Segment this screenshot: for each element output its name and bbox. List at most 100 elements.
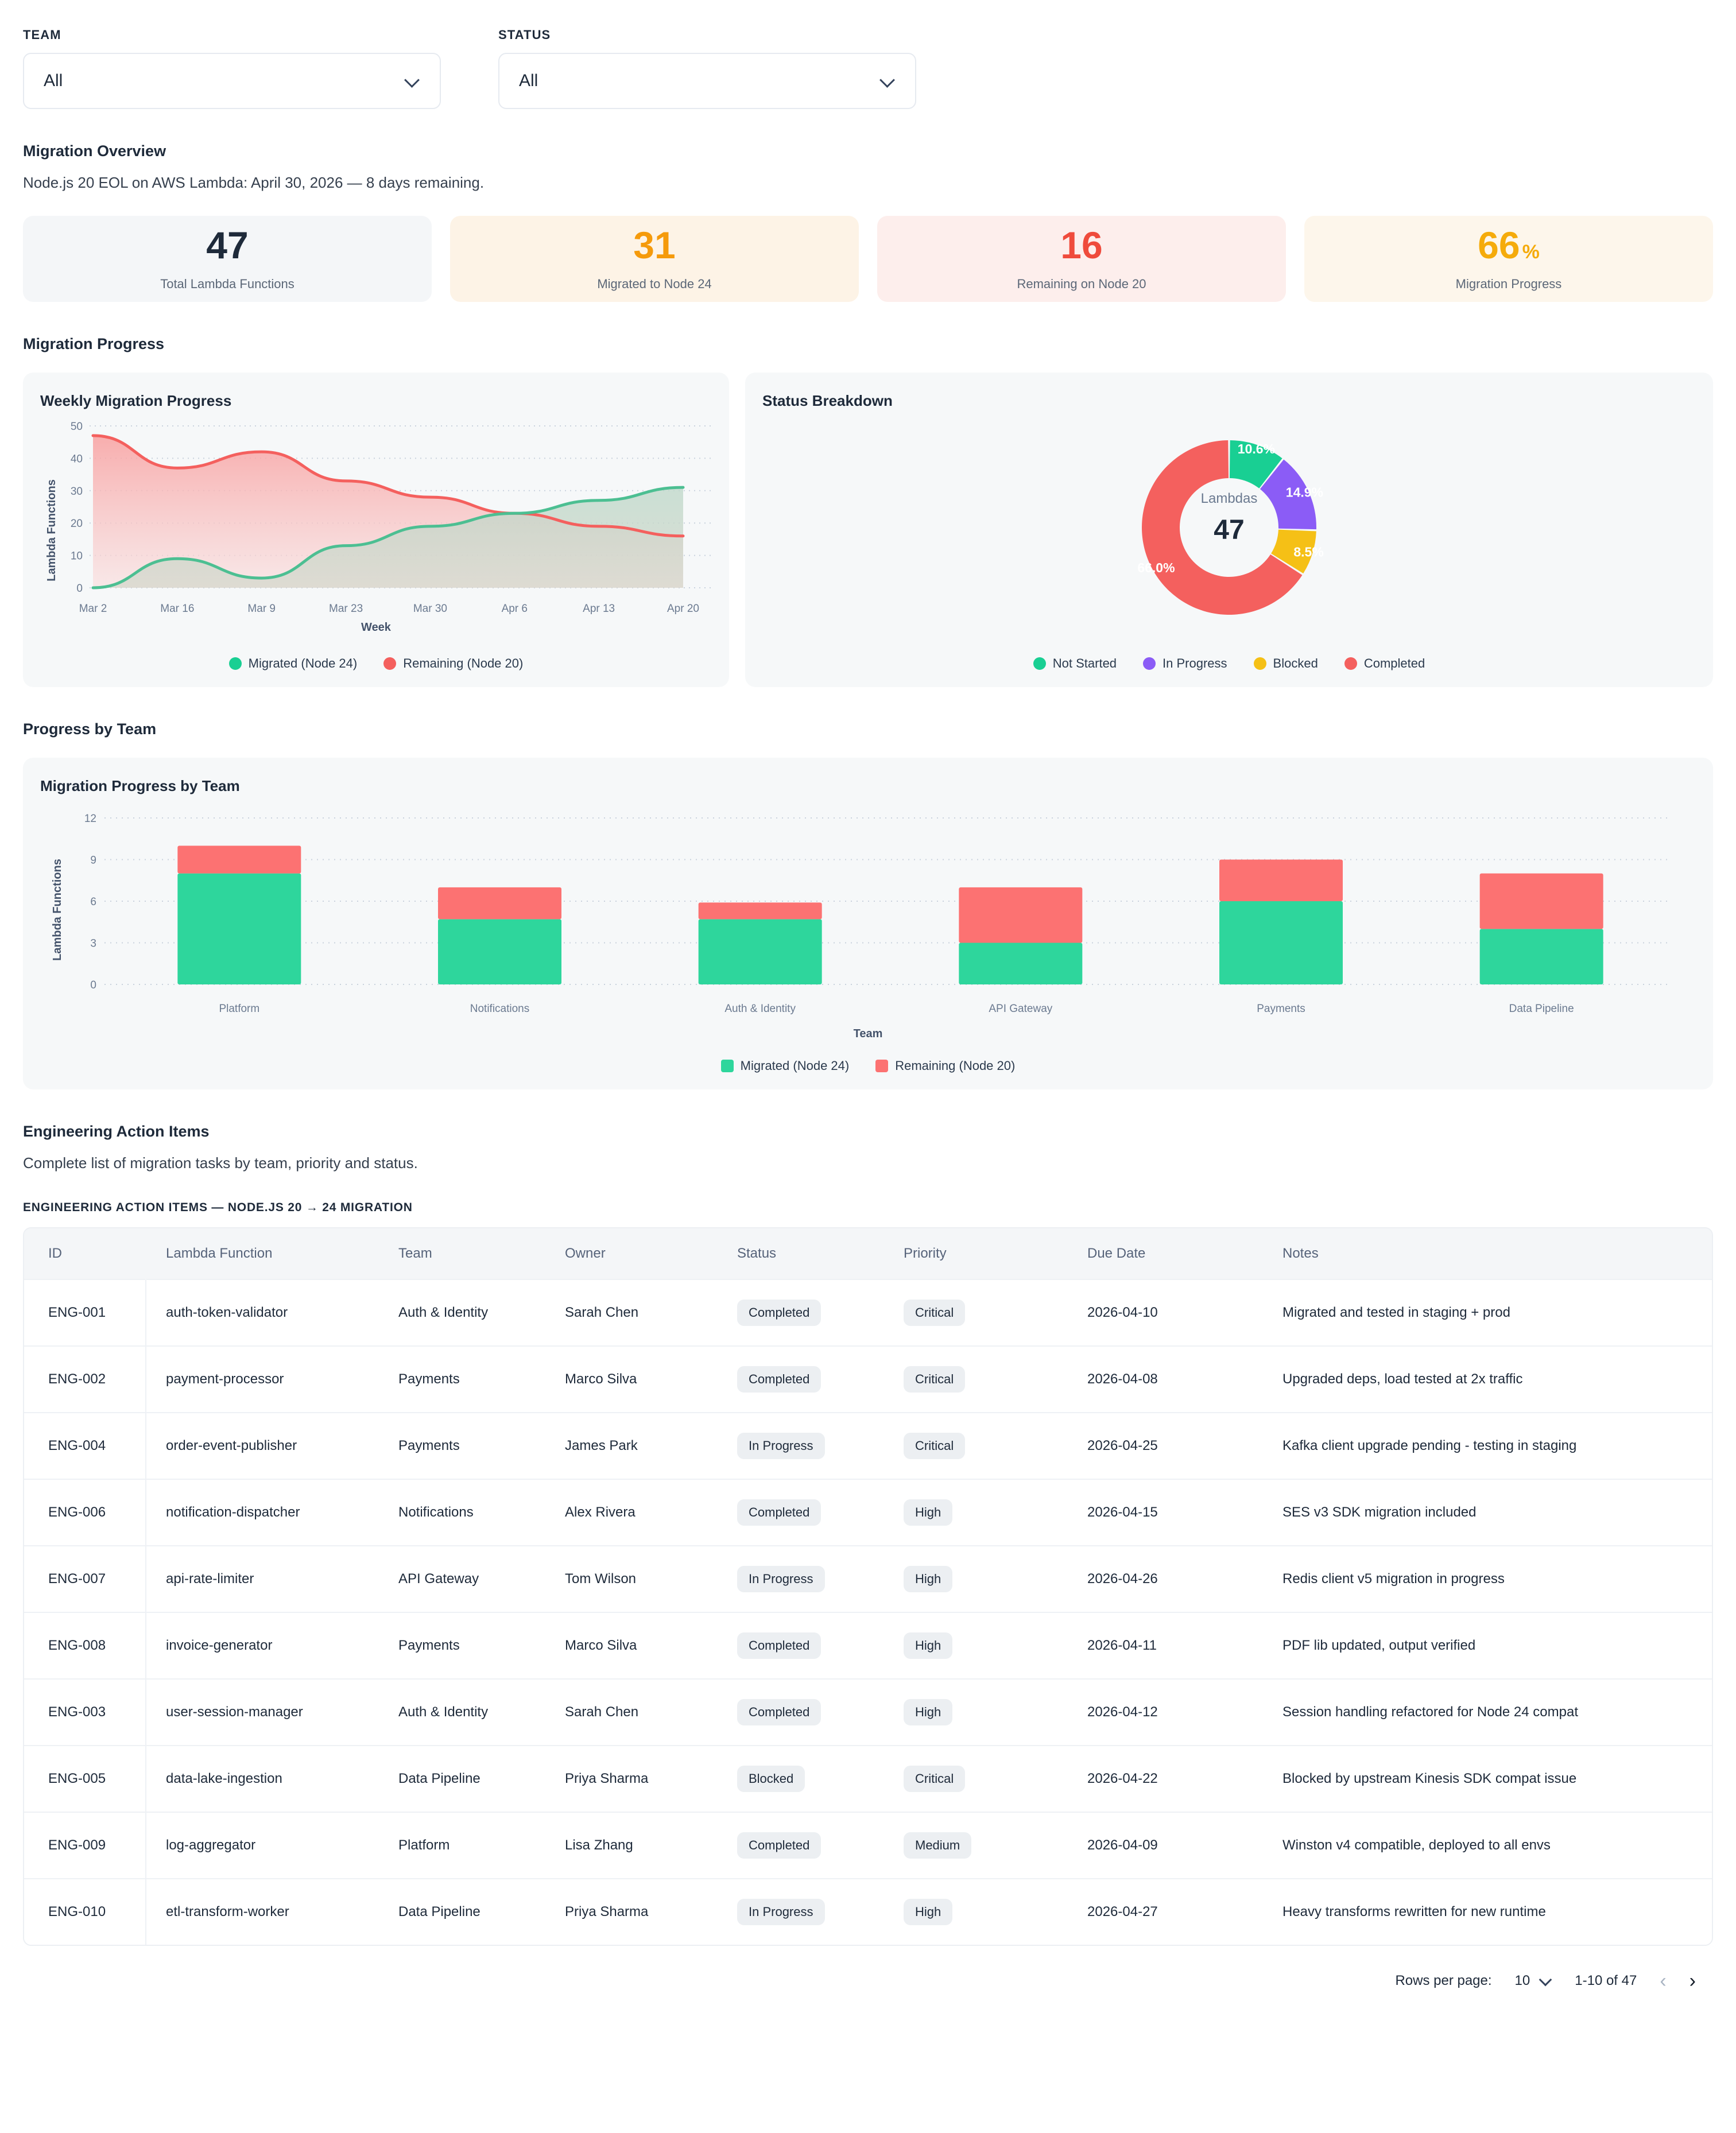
legend-swatch-icon bbox=[383, 657, 397, 670]
column-header-status[interactable]: Status bbox=[737, 1246, 777, 1261]
chevron-down-icon bbox=[1540, 1975, 1552, 1987]
status-badge: Completed bbox=[737, 1499, 822, 1526]
row-cell-team: Data Pipeline bbox=[398, 1745, 565, 1812]
row-cell-id: ENG-007 bbox=[24, 1545, 146, 1612]
chevron-left-icon[interactable]: ‹ bbox=[1660, 1970, 1667, 1992]
row-cell-lambda-function: log-aggregator bbox=[146, 1812, 398, 1879]
legend-item-remaining[interactable]: Remaining (Node 20) bbox=[875, 1058, 1015, 1073]
row-cell-due-date: 2026-04-15 bbox=[1087, 1479, 1282, 1546]
legend-item-blocked[interactable]: Blocked bbox=[1253, 656, 1318, 671]
svg-text:0: 0 bbox=[76, 583, 83, 595]
row-cell-team: Data Pipeline bbox=[398, 1878, 565, 1945]
row-cell-lambda-function: payment-processor bbox=[146, 1345, 398, 1413]
row-cell-priority: High bbox=[904, 1678, 1087, 1746]
row-cell-due-date: 2026-04-27 bbox=[1087, 1878, 1282, 1945]
svg-text:3: 3 bbox=[90, 938, 96, 950]
row-cell-lambda-function: api-rate-limiter bbox=[146, 1545, 398, 1612]
row-cell-lambda-function: invoice-generator bbox=[146, 1612, 398, 1679]
row-cell-status: Completed bbox=[737, 1279, 904, 1346]
column-header-lambda-function[interactable]: Lambda Function bbox=[166, 1246, 273, 1261]
row-cell-owner: Sarah Chen bbox=[565, 1678, 737, 1746]
svg-text:14.9%: 14.9% bbox=[1286, 485, 1323, 500]
table-row[interactable]: ENG-001 auth-token-validator Auth & Identi… bbox=[24, 1279, 1712, 1346]
legend-item-migrated[interactable]: Migrated (Node 24) bbox=[720, 1058, 849, 1073]
row-cell-team: Platform bbox=[398, 1812, 565, 1879]
table-row[interactable]: ENG-008 invoice-generator Payments Marco Si… bbox=[24, 1612, 1712, 1679]
row-cell-lambda-function: auth-token-validator bbox=[146, 1279, 398, 1346]
team-filter-select[interactable]: All bbox=[23, 53, 441, 109]
row-cell-id: ENG-006 bbox=[24, 1479, 146, 1546]
legend-label: Blocked bbox=[1273, 656, 1318, 670]
column-header-team[interactable]: Team bbox=[398, 1246, 432, 1261]
table-row[interactable]: ENG-009 log-aggregator Platform Lisa Zhang C… bbox=[24, 1812, 1712, 1879]
row-cell-team: Payments bbox=[398, 1612, 565, 1679]
column-header-priority[interactable]: Priority bbox=[904, 1246, 947, 1261]
column-header-owner[interactable]: Owner bbox=[565, 1246, 606, 1261]
rows-per-page-select[interactable]: 10 bbox=[1515, 1973, 1552, 1989]
status-breakdown-donut-chart: 10.6% 14.9% 8.5% 66.0% Lambdas 47 bbox=[1137, 440, 1324, 615]
legend-item-completed[interactable]: Completed bbox=[1344, 656, 1425, 671]
status-badge: Completed bbox=[737, 1832, 822, 1859]
table-row[interactable]: ENG-006 notification-dispatcher Notificati… bbox=[24, 1479, 1712, 1546]
legend-swatch-icon bbox=[228, 657, 242, 670]
table-row[interactable]: ENG-004 order-event-publisher Payments Jame… bbox=[24, 1412, 1712, 1479]
progress-by-team-heading: Progress by Team bbox=[23, 720, 157, 738]
svg-text:Data Pipeline: Data Pipeline bbox=[1509, 1003, 1574, 1015]
table-row[interactable]: ENG-010 etl-transform-worker Data Pipeline… bbox=[24, 1878, 1712, 1945]
legend-item-in-progress[interactable]: In Progress bbox=[1143, 656, 1227, 671]
row-cell-due-date: 2026-04-26 bbox=[1087, 1545, 1282, 1612]
priority-badge: High bbox=[904, 1499, 953, 1526]
svg-text:Mar 9: Mar 9 bbox=[247, 603, 276, 615]
column-header-id[interactable]: ID bbox=[24, 1228, 146, 1279]
chevron-down-icon bbox=[405, 73, 420, 88]
kpi-value: 47 bbox=[206, 224, 249, 266]
weekly-chart-legend: Migrated (Node 24) Remaining (Node 20) bbox=[40, 656, 712, 671]
status-badge: Blocked bbox=[737, 1766, 805, 1792]
row-cell-id: ENG-008 bbox=[24, 1612, 146, 1679]
rows-per-page-label: Rows per page: bbox=[1395, 1973, 1492, 1988]
status-badge: In Progress bbox=[737, 1566, 825, 1592]
column-header-notes[interactable]: Notes bbox=[1282, 1246, 1319, 1261]
team-chart-xlabel: Team bbox=[854, 1027, 883, 1040]
row-cell-priority: High bbox=[904, 1612, 1087, 1679]
svg-text:10.6%: 10.6% bbox=[1238, 441, 1275, 456]
team-chart-title: Migration Progress by Team bbox=[40, 777, 240, 794]
weekly-chart-title: Weekly Migration Progress bbox=[40, 392, 232, 409]
table-row[interactable]: ENG-002 payment-processor Payments Marco Si… bbox=[24, 1345, 1712, 1413]
legend-item-migrated[interactable]: Migrated (Node 24) bbox=[228, 656, 357, 671]
row-cell-notes: Heavy transforms rewritten for new runti… bbox=[1282, 1878, 1712, 1945]
row-cell-owner: James Park bbox=[565, 1412, 737, 1479]
status-filter-select[interactable]: All bbox=[498, 53, 916, 109]
row-cell-due-date: 2026-04-25 bbox=[1087, 1412, 1282, 1479]
status-badge: Completed bbox=[737, 1632, 822, 1659]
svg-text:Payments: Payments bbox=[1257, 1003, 1305, 1015]
chevron-right-icon[interactable]: › bbox=[1689, 1970, 1696, 1992]
row-cell-team: Payments bbox=[398, 1345, 565, 1413]
row-cell-status: In Progress bbox=[737, 1545, 904, 1612]
action-items-subtext: Complete list of migration tasks by team… bbox=[23, 1154, 418, 1172]
legend-item-not-started[interactable]: Not Started bbox=[1033, 656, 1117, 671]
row-cell-status: Completed bbox=[737, 1678, 904, 1746]
status-badge: In Progress bbox=[737, 1899, 825, 1925]
priority-badge: High bbox=[904, 1566, 953, 1592]
row-cell-id: ENG-002 bbox=[24, 1345, 146, 1413]
svg-text:Notifications: Notifications bbox=[470, 1003, 530, 1015]
svg-text:Platform: Platform bbox=[219, 1003, 259, 1015]
svg-text:50: 50 bbox=[71, 421, 83, 433]
row-cell-status: Completed bbox=[737, 1812, 904, 1879]
table-body: ENG-001 auth-token-validator Auth & Identi… bbox=[24, 1279, 1712, 1945]
legend-item-remaining[interactable]: Remaining (Node 20) bbox=[383, 656, 523, 671]
row-cell-team: Auth & Identity bbox=[398, 1279, 565, 1346]
table-row[interactable]: ENG-007 api-rate-limiter API Gateway Tom Wi… bbox=[24, 1545, 1712, 1612]
svg-text:0: 0 bbox=[90, 979, 96, 991]
column-header-due-date[interactable]: Due Date bbox=[1087, 1246, 1146, 1261]
row-cell-notes: Redis client v5 migration in progress bbox=[1282, 1545, 1712, 1612]
table-row[interactable]: ENG-005 data-lake-ingestion Data Pipeline P… bbox=[24, 1745, 1712, 1812]
row-cell-priority: High bbox=[904, 1545, 1087, 1612]
row-cell-notes: SES v3 SDK migration included bbox=[1282, 1479, 1712, 1546]
status-chart-title: Status Breakdown bbox=[762, 392, 893, 409]
priority-badge: Critical bbox=[904, 1433, 966, 1459]
priority-badge: High bbox=[904, 1632, 953, 1659]
table-row[interactable]: ENG-003 user-session-manager Auth & Identi… bbox=[24, 1678, 1712, 1746]
migration-overview-subtext: Node.js 20 EOL on AWS Lambda: April 30, … bbox=[23, 174, 485, 191]
